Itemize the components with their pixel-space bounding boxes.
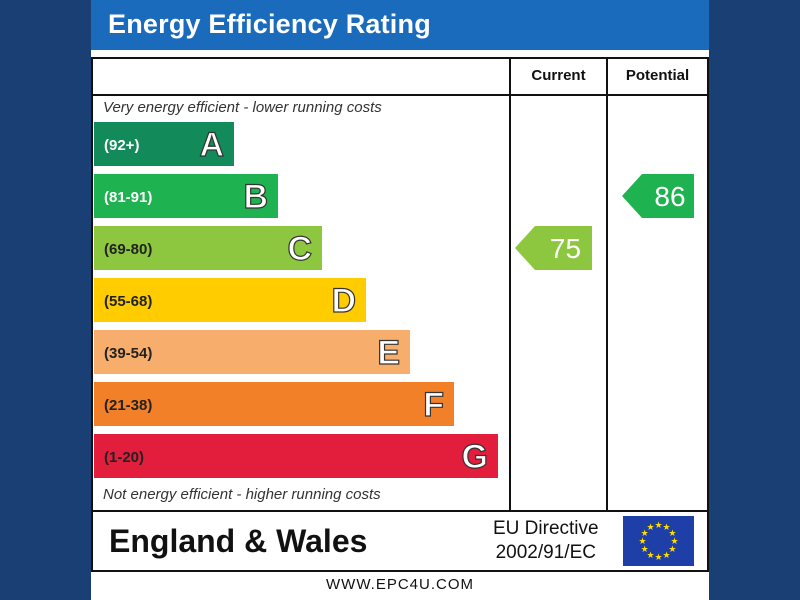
rating-letter-c: C [287,230,312,268]
eu-star-icon: ★ [654,520,662,530]
eu-star-icon: ★ [646,550,654,560]
potential-column-header: Potential [625,67,690,84]
eu-star-icon: ★ [668,528,676,538]
rating-letter-a: A [199,126,224,164]
eu-directive-line2: 2002/91/EC [495,542,596,563]
epc-card: Energy Efficiency Rating Current Potenti… [91,0,709,600]
rating-bar-c [94,226,322,270]
rating-range-e: (39-54) [104,345,152,362]
frame-bottom [91,510,709,512]
rating-range-a: (92+) [104,137,139,154]
eu-star-icon: ★ [670,536,678,546]
eu-star-icon: ★ [654,552,662,562]
region-label: England & Wales [109,523,368,559]
eu-star-icon: ★ [662,522,670,532]
frame-header-divider [91,94,709,96]
eu-star-icon: ★ [638,536,646,546]
website-url: WWW.EPC4U.COM [326,576,474,593]
eu-star-icon: ★ [646,522,654,532]
rating-range-f: (21-38) [104,397,152,414]
eu-star-icon: ★ [641,528,649,538]
rating-bar-a [94,122,234,166]
potential-rating-arrow [622,174,694,218]
rating-letter-b: B [243,178,268,216]
eu-directive-line1: EU Directive [493,518,599,539]
current-col-divider [509,57,511,512]
rating-range-d: (55-68) [104,293,152,310]
eu-star-icon: ★ [641,544,649,554]
potential-col-divider [606,57,608,512]
rating-letter-d: D [331,282,356,320]
rating-bar-f [94,382,454,426]
rating-bar-d [94,278,366,322]
eu-star-icon: ★ [662,550,670,560]
rating-bar-g [94,434,498,478]
rating-letter-e: E [377,334,400,372]
chart-title: Energy Efficiency Rating [108,9,431,39]
rating-letter-f: F [423,386,444,424]
current-column-header: Current [531,67,586,84]
frame-top [91,57,709,59]
rating-range-b: (81-91) [104,189,152,206]
current-rating-arrow [515,226,592,270]
eu-star-icon: ★ [668,544,676,554]
bottom-note: Not energy efficient - higher running co… [103,486,381,503]
rating-bar-b [94,174,278,218]
eu-directive: EU Directive 2002/91/EC [493,517,599,565]
top-note: Very energy efficient - lower running co… [103,99,382,116]
frame-left [91,57,93,572]
title-bar: Energy Efficiency Rating [91,0,709,50]
potential-rating-value: 86 [654,181,685,212]
rating-letter-g: G [462,438,488,476]
eu-flag-icon: ★ ★ ★ ★ ★ ★ ★ ★ ★ ★ ★ ★ [623,516,694,566]
footer-bottom [91,570,709,572]
rating-range-c: (69-80) [104,241,152,258]
rating-bar-e [94,330,410,374]
rating-chart: (92+) A (81-91) B (69-80) C (55-68) D (39-54) E (2… [94,122,694,478]
frame-right [707,57,709,572]
rating-range-g: (1-20) [104,449,144,466]
current-rating-value: 75 [550,233,581,264]
